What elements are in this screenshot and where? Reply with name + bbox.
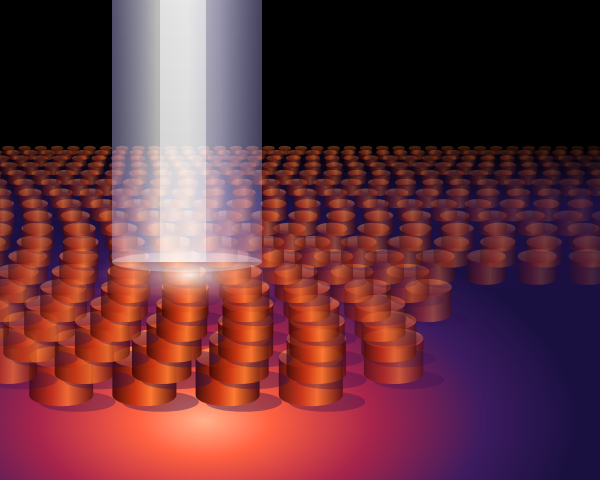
cylinder [0, 162, 24, 177]
cylinder [83, 145, 101, 156]
cylinder [369, 162, 392, 177]
cylinder [33, 155, 54, 168]
cylinder [311, 145, 328, 156]
cylinder [587, 145, 600, 156]
cylinder [506, 145, 524, 156]
cylinder [18, 145, 36, 156]
cylinder [542, 169, 568, 187]
cylinder [571, 145, 589, 156]
cylinder [34, 145, 52, 156]
cylinder [359, 145, 377, 156]
cylinder [2, 145, 19, 156]
cylinder [376, 145, 393, 156]
cylinder [554, 145, 572, 156]
cylinder [0, 152, 3, 156]
cylinder [538, 145, 556, 156]
cylinder [68, 178, 97, 198]
cylinder [294, 145, 312, 156]
cylinder [50, 145, 68, 156]
cylinder [278, 145, 296, 156]
cylinder [0, 277, 11, 288]
cylinder [408, 145, 426, 156]
cylinder [564, 162, 588, 177]
cylinder [0, 172, 2, 176]
cylinder [343, 145, 361, 156]
cylinder [0, 178, 15, 198]
cylinder [441, 145, 459, 156]
cylinder [591, 210, 600, 237]
cylinder [473, 145, 491, 156]
cylinder [7, 169, 33, 187]
cylinder [392, 145, 410, 156]
light-beam [112, 0, 262, 272]
cylinder [262, 145, 280, 156]
cylinder [67, 145, 84, 156]
cylinder [0, 171, 9, 187]
cylinder [457, 145, 475, 156]
cylinder [286, 178, 315, 198]
cylinder [0, 150, 8, 161]
cylinder [323, 169, 349, 187]
cylinder [424, 145, 442, 156]
cylinder [327, 145, 345, 156]
cylinder [522, 145, 540, 156]
cylinder [489, 145, 507, 156]
